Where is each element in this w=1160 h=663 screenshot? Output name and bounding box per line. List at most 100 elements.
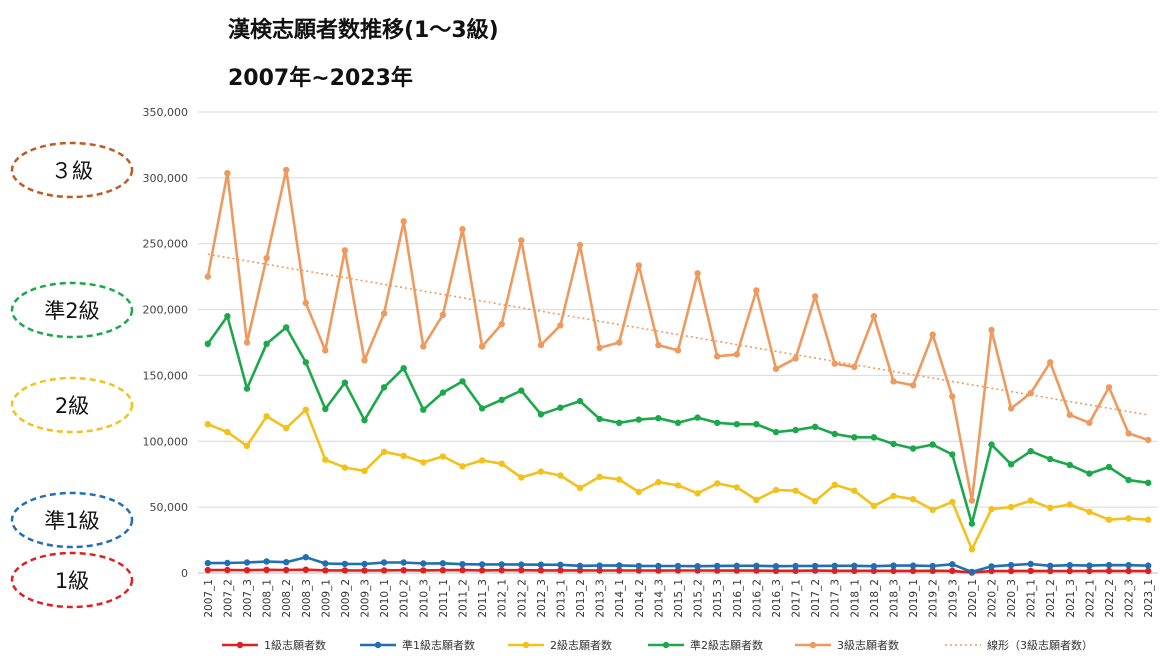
data-point (968, 497, 976, 504)
x-tick-label: 2014_2 (634, 579, 646, 618)
data-point (283, 566, 290, 574)
data-point (1047, 455, 1054, 463)
x-tick-label: 2009_1 (320, 579, 332, 618)
series-1 (204, 554, 1152, 576)
data-point (361, 417, 368, 424)
legend-item-2: 2級志願者数 (508, 639, 612, 652)
legend-marker (809, 641, 817, 649)
series-line (207, 408, 1149, 551)
data-point (949, 498, 956, 506)
data-point (1125, 562, 1132, 569)
data-point (616, 562, 623, 569)
x-tick-label: 2017_1 (791, 579, 803, 618)
x-tick-label: 2007_1 (203, 579, 215, 618)
data-point (302, 299, 309, 307)
data-point (929, 331, 936, 338)
data-point (870, 434, 878, 441)
data-point (439, 311, 447, 318)
data-point (302, 406, 309, 413)
data-point (1086, 470, 1093, 477)
data-point (1066, 461, 1074, 469)
data-point (596, 562, 603, 569)
data-point (537, 567, 545, 574)
data-point (361, 357, 368, 364)
data-point (616, 419, 623, 426)
data-point (1047, 359, 1054, 366)
data-point (1125, 567, 1132, 575)
data-point (1125, 515, 1132, 522)
data-point (518, 237, 525, 244)
data-point (263, 566, 270, 573)
trendline (207, 253, 1149, 416)
data-point (674, 419, 682, 426)
x-tick-label: 2012_1 (497, 579, 509, 618)
data-point (831, 562, 838, 569)
x-tick-label: 2008_3 (301, 579, 313, 618)
data-point (400, 218, 407, 225)
data-point (576, 562, 584, 569)
legend-label: 線形（3級志願者数） (987, 638, 1093, 652)
x-tick-label: 2020_1 (967, 579, 979, 618)
data-point (870, 567, 878, 574)
data-point (341, 379, 349, 386)
data-point (1086, 567, 1093, 575)
data-point (733, 484, 740, 491)
x-axis-ticks: 2007_1 2007_2 2007_3 2008_1 2008_2 2008_3 2009… (203, 579, 1155, 618)
data-point (420, 459, 427, 466)
x-tick-label: 2015_2 (693, 579, 705, 618)
data-point (459, 463, 466, 470)
data-point (772, 428, 780, 436)
data-point (655, 415, 662, 422)
data-point (635, 567, 642, 574)
data-point (204, 566, 211, 574)
data-point (459, 566, 466, 574)
data-point (909, 496, 917, 503)
x-tick-label: 2021_1 (1026, 579, 1038, 618)
data-point (968, 546, 976, 553)
data-point (263, 558, 270, 565)
data-point (714, 353, 721, 360)
data-point (283, 559, 290, 566)
data-point (870, 313, 878, 320)
data-point (753, 496, 760, 504)
data-point (694, 563, 701, 570)
data-point (380, 567, 388, 574)
data-point (909, 567, 917, 575)
legend-item-5: 線形（3級志願者数） (945, 638, 1093, 652)
x-tick-label: 2010_1 (379, 579, 391, 618)
data-point (851, 363, 858, 371)
y-tick-label: 250,000 (143, 238, 189, 251)
data-point (851, 434, 858, 441)
data-point (753, 287, 760, 294)
legend-label: 1級志願者数 (264, 639, 326, 652)
data-point (204, 559, 211, 567)
data-point (518, 561, 525, 568)
data-point (1145, 436, 1152, 444)
data-point (576, 241, 584, 249)
data-point (714, 480, 721, 487)
data-point (518, 474, 525, 481)
x-tick-label: 2018_3 (889, 579, 901, 618)
data-point (478, 457, 486, 464)
data-point (322, 456, 329, 463)
data-point (302, 554, 309, 561)
grade-label-4: 1級 (10, 551, 134, 609)
data-point (1027, 560, 1034, 568)
data-point (263, 255, 270, 262)
data-point (949, 567, 956, 575)
data-point (811, 423, 819, 430)
data-point (949, 393, 956, 400)
data-point (537, 411, 545, 418)
data-point (322, 405, 329, 413)
data-point (243, 339, 251, 346)
data-point (420, 560, 427, 567)
series-0 (204, 566, 1152, 576)
trendline-3kyu (207, 253, 1149, 416)
y-tick-label: 50,000 (150, 501, 189, 514)
data-point (204, 340, 211, 347)
data-point (655, 562, 662, 570)
data-point (1145, 562, 1152, 569)
data-point (361, 567, 368, 574)
